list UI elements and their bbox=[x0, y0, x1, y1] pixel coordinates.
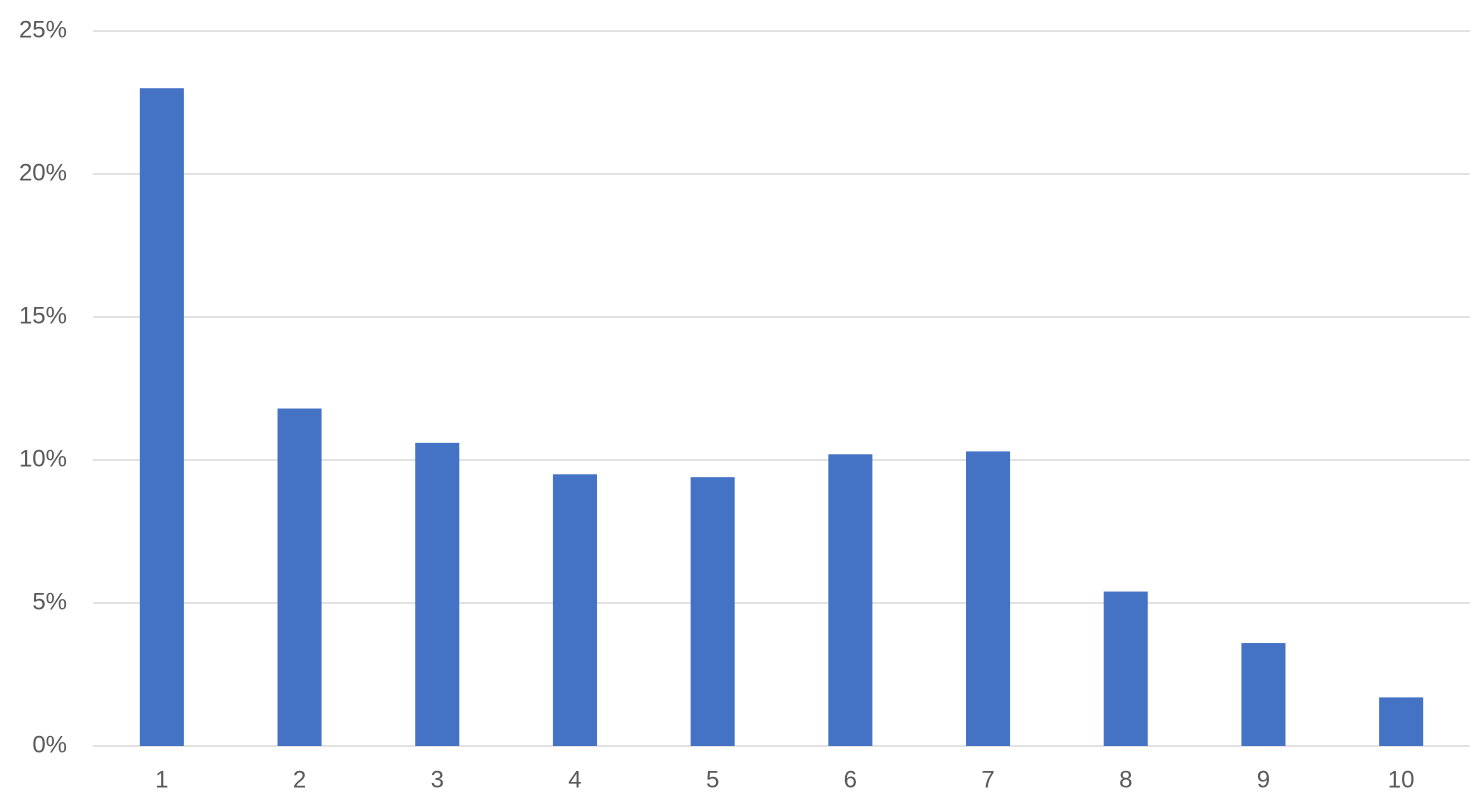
x-tick-label: 7 bbox=[981, 766, 994, 793]
x-tick-label: 1 bbox=[155, 766, 168, 793]
bar bbox=[1103, 591, 1148, 746]
x-tick-label: 3 bbox=[431, 766, 444, 793]
bar bbox=[966, 451, 1011, 746]
bar bbox=[828, 454, 873, 746]
y-tick-label: 15% bbox=[19, 302, 67, 329]
x-tick-label: 9 bbox=[1257, 766, 1270, 793]
y-tick-label: 20% bbox=[19, 159, 67, 186]
x-tick-label: 6 bbox=[844, 766, 857, 793]
bar bbox=[690, 477, 735, 746]
x-tick-label: 8 bbox=[1119, 766, 1132, 793]
x-tick-label: 5 bbox=[706, 766, 719, 793]
y-tick-label: 5% bbox=[32, 588, 67, 615]
bar bbox=[1241, 643, 1286, 746]
x-tick-label: 2 bbox=[293, 766, 306, 793]
bar bbox=[552, 474, 597, 746]
bar bbox=[277, 408, 322, 746]
bar bbox=[415, 442, 460, 746]
y-tick-label: 0% bbox=[32, 731, 67, 758]
bar bbox=[139, 88, 184, 746]
y-tick-label: 10% bbox=[19, 445, 67, 472]
x-tick-label: 10 bbox=[1388, 766, 1415, 793]
y-tick-label: 25% bbox=[19, 16, 67, 43]
bar bbox=[1379, 697, 1424, 746]
x-tick-label: 4 bbox=[568, 766, 581, 793]
